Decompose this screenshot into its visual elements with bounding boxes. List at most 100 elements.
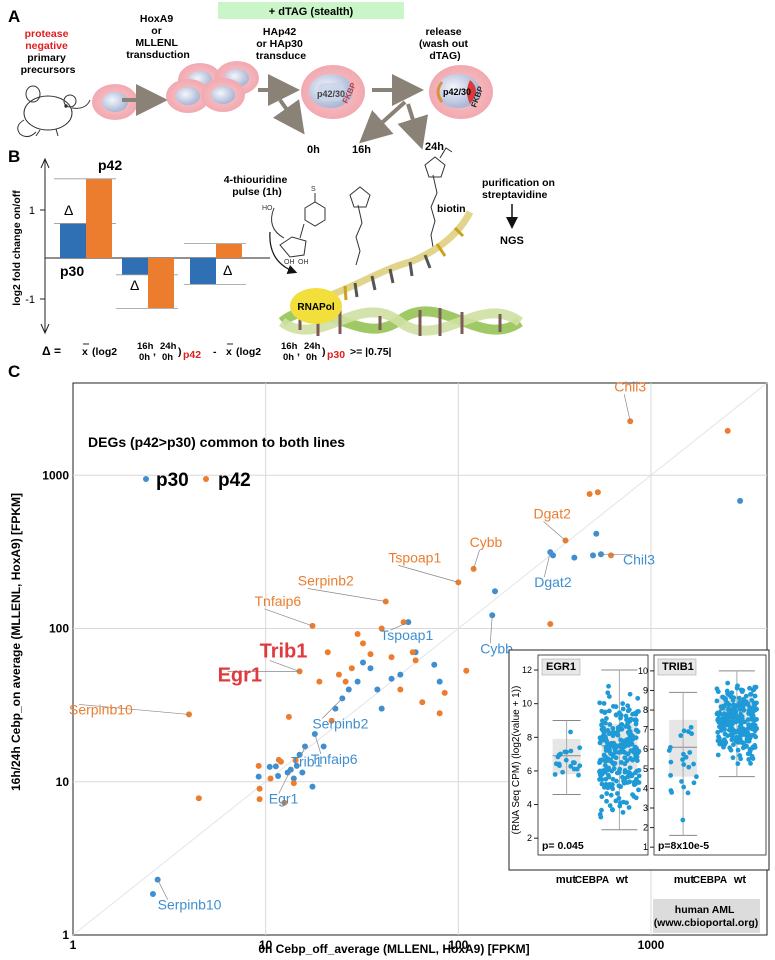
box-title: EGR1 [546, 661, 576, 673]
box-point-wt [610, 703, 616, 709]
box-point-wt [748, 746, 754, 752]
box-point-wt [615, 791, 620, 796]
b-bar-p42-2 [148, 258, 174, 309]
formula-xbar-1: x [82, 346, 88, 358]
time-0h: 0h [307, 144, 320, 156]
gene-label-tnfaip6: Tnfaip6 [254, 593, 301, 609]
box-point-wt [623, 713, 629, 719]
box-point-wt [627, 779, 633, 785]
inset-boxplots: (RNA Seq CPM) (log2(value + 1)) 24681012… [508, 649, 770, 933]
formula-frac2-den-2: 0h [306, 352, 317, 363]
box-point-wt [608, 758, 613, 764]
box-point-mut [568, 729, 573, 735]
box-point-wt [733, 719, 739, 725]
point-p42 [256, 785, 263, 792]
gene-label-tnfaip6: Tnfaip6 [311, 751, 358, 767]
box-point-wt [605, 767, 611, 773]
box-point-wt [621, 749, 627, 755]
box-point-wt [636, 787, 641, 793]
box-point-wt [622, 743, 628, 749]
box-point-wt [725, 680, 731, 686]
box-point-wt [633, 717, 639, 723]
point-p30 [367, 665, 374, 672]
box-point-wt [621, 780, 627, 786]
box-point-wt [599, 794, 605, 800]
box-point-wt [607, 722, 613, 727]
dtag-banner: + dTAG (stealth) [269, 6, 354, 18]
box-ytick-label: 7 [643, 725, 648, 735]
gene-label-serpinb2: Serpinb2 [298, 573, 354, 589]
gene-label-cybb: Cybb [470, 534, 503, 550]
box-point-mut [577, 745, 583, 751]
box-point-wt [620, 706, 626, 712]
box-point-mut [687, 750, 693, 755]
box-point-mut [685, 729, 691, 734]
point-p42 [378, 625, 385, 632]
box-point-wt [740, 727, 746, 732]
box-point-mut [680, 757, 685, 763]
gene-label-serpinb10: Serpinb10 [158, 897, 222, 913]
point-p30 [492, 588, 499, 595]
box-point-mut [685, 790, 691, 796]
point-p42 [256, 796, 263, 803]
dtag-banner-bg [218, 2, 404, 19]
box-point-wt [606, 746, 612, 751]
b-p30-label: p30 [60, 263, 84, 279]
box-pvalue: p= 0.045 [542, 840, 584, 852]
diagonal-line [72, 382, 768, 936]
x-tick-label: 100 [448, 938, 468, 952]
gene-label-egr1: Egr1 [218, 664, 262, 686]
box-point-wt [605, 785, 611, 791]
point-p30 [290, 775, 297, 782]
box-point-wt [733, 729, 739, 735]
inset-ylabel: (RNA Seq CPM) (log2(value + 1)) [511, 686, 522, 835]
box-point-wt [622, 776, 628, 781]
box-point-wt [726, 692, 732, 698]
panel-b-letter: B [8, 147, 20, 166]
box-point-wt [626, 805, 632, 810]
point-p42 [342, 678, 349, 685]
box-point-wt [735, 747, 741, 753]
box-point-wt [737, 739, 743, 745]
box-ytick-label: 3 [643, 803, 648, 813]
purification-label: purification on streptavidine [482, 177, 558, 201]
box-point-mut [576, 772, 581, 778]
box-title-bg [541, 658, 581, 676]
thiouridine-icon: S HO OH OH [262, 186, 326, 266]
box-ytick-label: 8 [643, 705, 648, 715]
box-point-mut [556, 752, 562, 758]
formula-frac1-den: 0h [139, 352, 150, 363]
point-p30 [309, 783, 316, 790]
box-point-wt [599, 807, 604, 813]
biotin-icon [349, 147, 453, 266]
box-point-wt [634, 748, 639, 754]
point-p30 [354, 678, 361, 685]
box-point-wt [739, 714, 745, 720]
b-delta-2: Δ [130, 277, 139, 293]
point-p42 [316, 678, 323, 685]
box-point-wt [599, 781, 605, 787]
box-point-wt [604, 798, 609, 804]
box-point-wt [734, 734, 740, 740]
label-leader [398, 565, 459, 583]
point-p42 [409, 649, 416, 656]
legend-p42-dot [203, 476, 209, 482]
box-point-wt [719, 718, 725, 724]
point-p30 [293, 762, 300, 769]
box-point-wt [610, 725, 616, 731]
gene-labels: Chil3Dgat2Tspoap1CybbSerpinb2Tnfaip6Trib… [69, 378, 655, 912]
box-point-wt [752, 700, 758, 706]
box-point-mut [553, 761, 559, 767]
box-point-wt [727, 702, 732, 708]
cell-label: protease negative primary precursors [21, 28, 76, 76]
b-tick-neg-label: -1 [25, 294, 35, 306]
formula-frac2-den: 0h [162, 352, 173, 363]
gene-label-serpinb10: Serpinb10 [69, 701, 133, 717]
rna-bases [353, 254, 432, 298]
label-leader [489, 615, 493, 644]
box-ytick-label: 4 [643, 783, 648, 793]
point-p42 [388, 654, 395, 661]
gene-label-tspoap1: Tspoap1 [388, 549, 441, 565]
box-point-mut [694, 774, 699, 780]
